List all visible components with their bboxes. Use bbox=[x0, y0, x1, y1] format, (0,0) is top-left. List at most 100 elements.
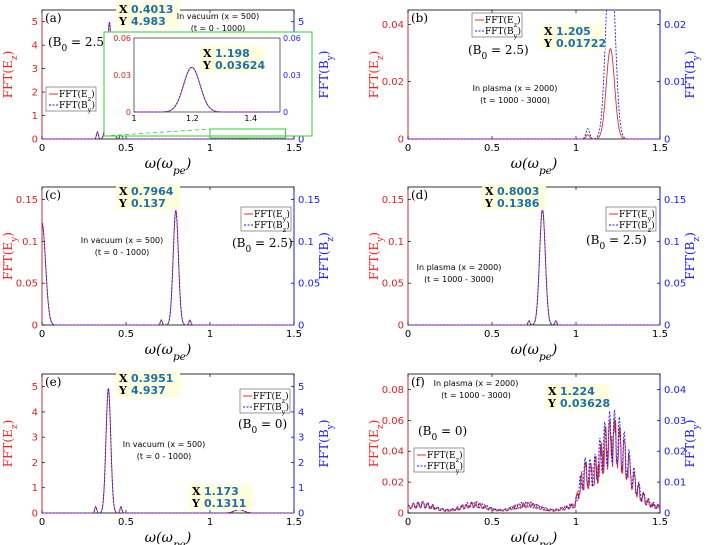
annotation-line: (t = 1000 - 3000) bbox=[424, 275, 494, 284]
datatip-y-key: Y bbox=[543, 37, 552, 50]
legend: FFT(Ey​)FFT(Bz​) bbox=[240, 206, 292, 234]
datatip-y-value: 0.03628 bbox=[560, 397, 610, 410]
datatip-peak: X 0.7964 Y 0.137 bbox=[116, 184, 180, 210]
datatip-y-value: 0.01722 bbox=[556, 37, 606, 50]
series-line-blue bbox=[408, 207, 660, 326]
datatip-peak: X 1.224 Y 0.03628 bbox=[545, 384, 610, 410]
x-axis-label: ω(ωpe​) bbox=[145, 156, 192, 177]
datatip-x-value: 1.173 bbox=[204, 485, 239, 498]
datatip-y-value: 0.137 bbox=[131, 197, 166, 210]
datatip-box bbox=[482, 184, 546, 210]
y-tick-label-left: 3 bbox=[32, 64, 38, 75]
x-tick-label: 1 bbox=[573, 517, 579, 528]
panel-a: 00.511.5012345012345FFT(Ez​)FFT(By​)ω(ωp… bbox=[1, 2, 336, 177]
datatip-box bbox=[200, 46, 264, 72]
plot-frame bbox=[407, 9, 661, 140]
y-tick-label-left: 3 bbox=[32, 433, 38, 444]
x-tick-label: 0 bbox=[405, 143, 411, 154]
series-line-blue bbox=[42, 22, 294, 140]
datatip-peak: X 0.3951 Y 4.937 bbox=[116, 371, 180, 397]
y-axis-label-right: FFT(By​) bbox=[683, 51, 702, 99]
y-tick-label-left: 4 bbox=[32, 41, 38, 52]
inset-x-tick-label: 1.4 bbox=[244, 114, 257, 123]
datatip-peak: X 0.8003 Y 0.1386 bbox=[482, 184, 546, 210]
legend-entry-red: FFT(Ez​) bbox=[427, 450, 463, 464]
datatip-x-key: X bbox=[119, 372, 128, 385]
annotation-line: In vacuum (x = 500) bbox=[123, 440, 206, 449]
x-axis-label: ω(ωpe​) bbox=[511, 156, 558, 177]
datatip-x-value: 1.224 bbox=[560, 385, 595, 398]
datatip-x-value: 1.198 bbox=[215, 47, 250, 60]
datatip-y-value: 0.1386 bbox=[497, 197, 540, 210]
series-line-red bbox=[408, 48, 660, 140]
annotation-line: In vacuum (x = 500) bbox=[177, 12, 260, 21]
legend-box bbox=[239, 388, 291, 414]
y-tick-label-right: 4 bbox=[298, 407, 304, 418]
y-axis-label-right: FFT(By​) bbox=[317, 51, 336, 99]
y-tick-label-right: 0 bbox=[298, 135, 304, 146]
datatip-box bbox=[116, 184, 180, 210]
y-tick-label-left: 0.05 bbox=[16, 279, 38, 290]
x-axis-label: ω(ωpe​) bbox=[145, 530, 192, 545]
x-tick-label: 0 bbox=[405, 517, 411, 528]
legend-box bbox=[240, 206, 292, 232]
y-tick-label-left: 0.08 bbox=[382, 385, 404, 396]
y-tick-label-right: 0.05 bbox=[664, 279, 686, 290]
x-tick-label: 0.5 bbox=[118, 329, 134, 340]
x-axis-label: ω(ωpe​) bbox=[145, 342, 192, 363]
legend-box bbox=[471, 12, 523, 38]
annotation-line: In plasma (x = 2000) bbox=[434, 379, 519, 388]
legend-entry-blue: FFT(By​) bbox=[427, 461, 463, 475]
annotation-line: In vacuum (x = 500) bbox=[81, 236, 164, 245]
y-tick-label-left: 5 bbox=[32, 17, 38, 28]
inset-series-blue bbox=[134, 66, 280, 113]
datatip-box bbox=[541, 24, 605, 50]
panel-c: 00.511.500.050.10.1500.050.10.15FFT(Ey​)… bbox=[1, 184, 336, 363]
b-field-label: (B0 = 2.5) bbox=[48, 35, 109, 54]
b-field-label: (B0 = 0) bbox=[238, 417, 287, 436]
series-line-red bbox=[407, 417, 661, 513]
x-tick-label: 0.5 bbox=[484, 517, 500, 528]
y-tick-label-left: 0.02 bbox=[382, 478, 404, 489]
series-line-blue bbox=[407, 409, 661, 512]
legend: FFT(Ey​)FFT(Bz​) bbox=[605, 206, 657, 234]
datatip-x-key: X bbox=[119, 185, 128, 198]
x-tick-label: 0.5 bbox=[118, 143, 134, 154]
legend: FFT(Ez​)FFT(By​) bbox=[239, 388, 291, 416]
y-axis-label-left: FFT(Ey​) bbox=[367, 232, 386, 280]
datatip-y-value: 0.1311 bbox=[204, 497, 246, 510]
y-tick-label-left: 5 bbox=[32, 382, 38, 393]
y-tick-label-left: 0.04 bbox=[382, 447, 404, 458]
x-tick-label: 0.5 bbox=[484, 329, 500, 340]
y-tick-label-right: 0.1 bbox=[298, 237, 314, 248]
datatip-y-value: 0.03624 bbox=[215, 59, 265, 72]
datatip-box bbox=[189, 484, 253, 510]
y-tick-label-left: 0 bbox=[32, 321, 38, 332]
y-axis-label-right: FFT(By​) bbox=[683, 420, 702, 468]
datatip-x-key: X bbox=[119, 3, 128, 16]
x-tick-label: 1 bbox=[573, 329, 579, 340]
datatip-box bbox=[116, 371, 180, 397]
legend: FFT(Ez​)FFT(By​) bbox=[413, 447, 465, 475]
datatip-x-value: 0.7964 bbox=[131, 185, 174, 198]
legend-entry-blue: FFT(By​) bbox=[59, 100, 95, 114]
annotation-line: (t = 0 - 1000) bbox=[137, 452, 192, 461]
y-tick-label-left: 0.1 bbox=[388, 237, 404, 248]
y-tick-label-right: 0.02 bbox=[664, 447, 686, 458]
inset: 1 1.2 1.4 0 0.03 0.06 0 0.03 0.06 X 1.198 Y 0.03624 bbox=[103, 31, 313, 137]
legend-entry-blue: FFT(Bz​) bbox=[619, 220, 655, 234]
legend-entry-blue: FFT(By​) bbox=[253, 402, 289, 416]
legend-entry-red: FFT(Ey​) bbox=[254, 209, 290, 223]
legend-box bbox=[45, 86, 97, 112]
datatip-y-key: Y bbox=[484, 197, 493, 210]
panel-label: (e) bbox=[45, 375, 61, 389]
panel-b: 00.511.500.020.0400.010.02FFT(Ez​)FFT(By… bbox=[367, 9, 702, 177]
x-tick-label: 0.5 bbox=[484, 143, 500, 154]
inset-y-tick-label-left: 0.06 bbox=[113, 34, 131, 43]
y-tick-label-right: 0 bbox=[664, 135, 670, 146]
datatip-x-value: 0.4013 bbox=[131, 3, 173, 16]
panel-label: (a) bbox=[45, 11, 62, 25]
inset-x-tick-label: 1.2 bbox=[186, 114, 199, 123]
y-tick-label-left: 0 bbox=[32, 509, 38, 520]
